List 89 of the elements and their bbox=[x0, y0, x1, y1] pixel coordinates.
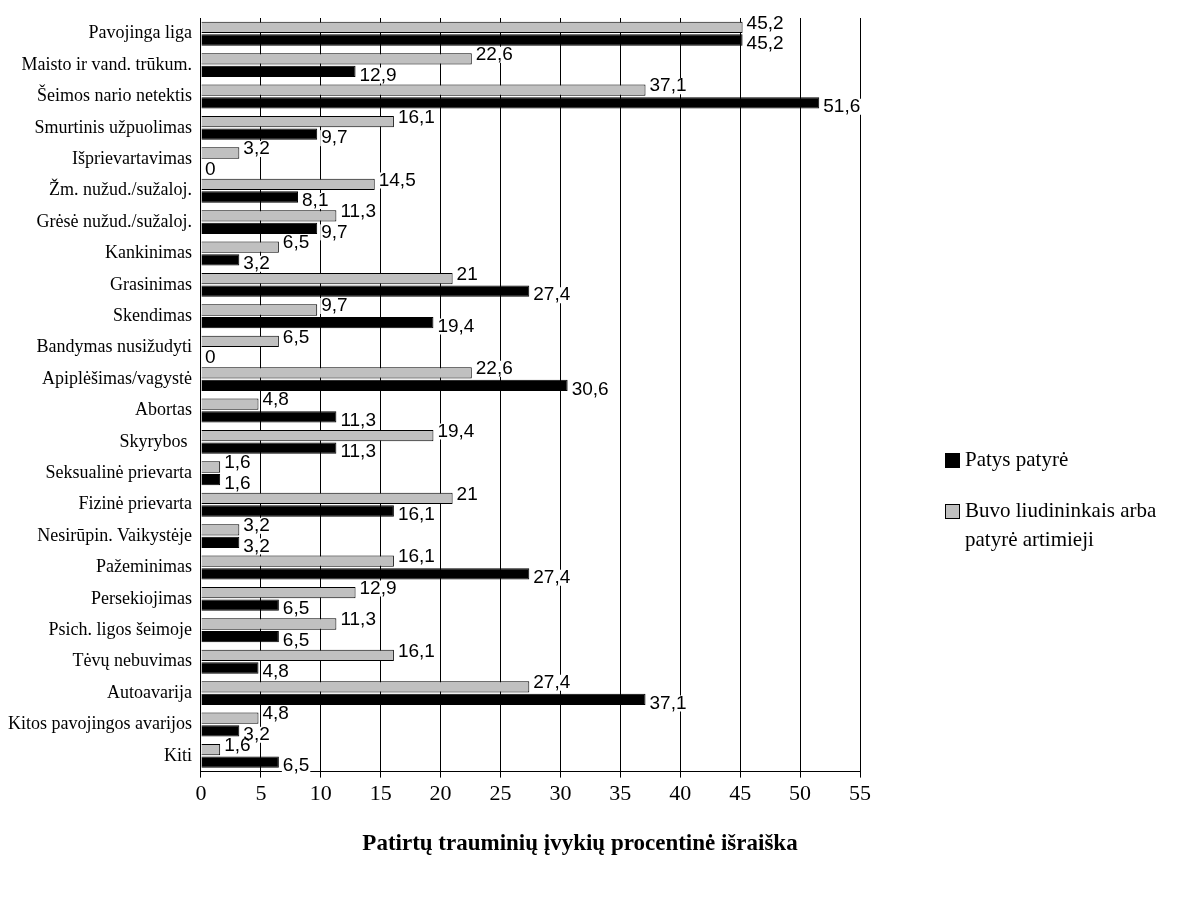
data-label: 16,1 bbox=[397, 105, 435, 127]
data-label: 16,1 bbox=[397, 545, 435, 567]
x-tick-label: 10 bbox=[309, 779, 332, 805]
data-label: 11,3 bbox=[340, 409, 376, 431]
data-label: 30,6 bbox=[571, 377, 609, 399]
data-label: 27,4 bbox=[533, 566, 571, 588]
data-label: 12,9 bbox=[359, 63, 397, 85]
data-label: 45,2 bbox=[746, 32, 784, 54]
data-label: 3,2 bbox=[243, 137, 270, 159]
y-tick-label: Kankinimas bbox=[104, 242, 192, 263]
data-label: 1,6 bbox=[224, 451, 251, 473]
data-label: 6,5 bbox=[282, 754, 310, 776]
y-tick-label: Išprievartavimas bbox=[72, 148, 192, 169]
data-label: 19,4 bbox=[437, 419, 475, 441]
y-tick-label: Tėvų nebuvimas bbox=[72, 650, 192, 671]
data-label: 21 bbox=[456, 262, 478, 284]
data-label: 37,1 bbox=[649, 74, 687, 96]
y-tick-label: Smurtinis užpuolimas bbox=[34, 116, 192, 137]
data-label: 3,2 bbox=[243, 252, 270, 274]
data-label: 21 bbox=[456, 482, 478, 504]
data-label: 8,1 bbox=[302, 189, 329, 211]
y-tick-label: Žm. nužud./sužaloj. bbox=[49, 178, 192, 200]
x-tick-label: 20 bbox=[429, 779, 452, 805]
x-tick-label: 40 bbox=[669, 779, 692, 805]
y-tick-label: Maisto ir vand. trūkum. bbox=[21, 53, 192, 74]
x-tick-label: 25 bbox=[489, 779, 512, 805]
data-label: 45,2 bbox=[746, 11, 784, 33]
data-label: 37,1 bbox=[649, 691, 687, 713]
x-tick-label: 30 bbox=[549, 779, 572, 805]
data-label: 6,5 bbox=[282, 628, 310, 650]
data-label: 6,5 bbox=[282, 231, 310, 253]
data-label: 4,8 bbox=[262, 388, 289, 410]
data-label: 3,2 bbox=[243, 514, 270, 536]
y-tick-label: Kiti bbox=[163, 744, 192, 765]
y-tick-label: Pavojinga liga bbox=[88, 22, 192, 43]
y-tick-label: Bandymas nusižudyti bbox=[36, 336, 192, 357]
data-label: 1,6 bbox=[224, 471, 251, 493]
x-tick-label: 55 bbox=[849, 779, 871, 805]
y-tick-label: Skyrybos bbox=[119, 430, 192, 451]
data-label: 11,3 bbox=[340, 200, 376, 222]
x-tick-label: 35 bbox=[609, 779, 632, 805]
y-tick-label: Grėsė nužud./sužaloj. bbox=[36, 210, 192, 231]
legend-label: Buvo liudininkais arba patyrė artimieji bbox=[965, 497, 1158, 553]
bar bbox=[201, 536, 240, 549]
y-tick-label: Seksualinė prievarta bbox=[45, 462, 192, 483]
y-tick-label: Šeimos nario netektis bbox=[37, 84, 192, 106]
y-tick-label: Pažeminimas bbox=[96, 556, 192, 577]
data-label: 22,6 bbox=[475, 357, 513, 379]
data-label: 9,7 bbox=[321, 220, 348, 242]
data-label: 9,7 bbox=[321, 126, 348, 148]
data-label: 4,8 bbox=[262, 702, 289, 724]
data-label: 0 bbox=[204, 157, 216, 179]
data-label: 16,1 bbox=[397, 639, 435, 661]
data-label: 9,7 bbox=[321, 294, 348, 316]
y-tick-label: Abortas bbox=[134, 399, 192, 420]
x-tick-label: 0 bbox=[195, 779, 207, 805]
legend-label: Patys patyrė bbox=[965, 446, 1069, 473]
y-tick-label: Kitos pavojingos avarijos bbox=[8, 713, 192, 734]
x-tick-label: 5 bbox=[255, 779, 267, 805]
data-label: 0 bbox=[204, 346, 216, 368]
data-label: 16,1 bbox=[397, 503, 435, 525]
data-label: 11,3 bbox=[340, 608, 376, 630]
data-label: 27,4 bbox=[533, 671, 571, 693]
data-label: 12,9 bbox=[359, 576, 397, 598]
y-tick-label: Persekiojimas bbox=[90, 587, 192, 608]
x-tick-label: 45 bbox=[729, 779, 752, 805]
data-label: 51,6 bbox=[823, 95, 861, 117]
x-tick-label: 50 bbox=[789, 779, 812, 805]
data-label: 27,4 bbox=[533, 283, 571, 305]
y-tick-label: Fizinė prievarta bbox=[78, 493, 192, 514]
data-label: 11,3 bbox=[340, 440, 376, 462]
x-tick-label: 15 bbox=[369, 779, 392, 805]
data-label: 3,2 bbox=[243, 534, 270, 556]
data-label: 14,5 bbox=[378, 168, 416, 190]
data-label: 19,4 bbox=[437, 314, 475, 336]
bar bbox=[201, 725, 240, 737]
data-label: 22,6 bbox=[475, 43, 513, 65]
y-tick-label: Skendimas bbox=[112, 305, 192, 326]
data-label: 6,5 bbox=[282, 325, 310, 347]
y-tick-label: Grasinimas bbox=[110, 273, 192, 294]
x-axis-title: Patirtų trauminių įvykių procentinė išraiška bbox=[361, 829, 799, 857]
bar bbox=[201, 662, 259, 674]
data-label: 4,8 bbox=[262, 660, 289, 682]
y-tick-label: Nesirūpin. Vaikystėje bbox=[37, 524, 192, 545]
y-tick-label: Apiplėšimas/vagystė bbox=[42, 367, 192, 388]
y-tick-label: Autoavarija bbox=[107, 681, 192, 702]
data-label: 6,5 bbox=[282, 597, 310, 619]
y-tick-label: Psich. ligos šeimoje bbox=[48, 619, 192, 640]
bar bbox=[201, 254, 240, 266]
